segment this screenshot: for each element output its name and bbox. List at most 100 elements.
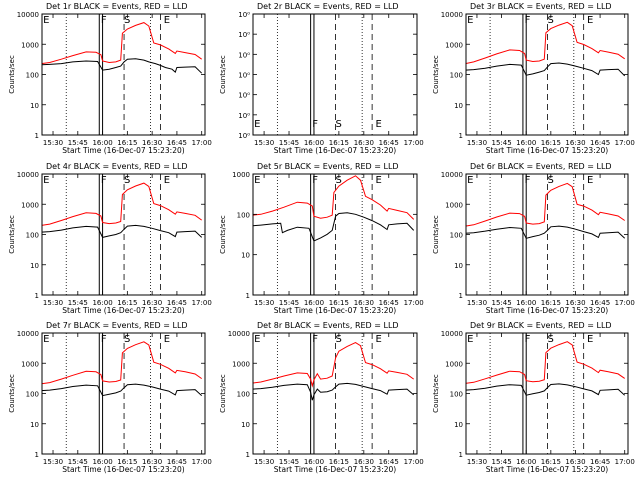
y-tick-label: 10000 [228,330,250,338]
x-axis-label: Start Time (16-Dec-07 15:23:20) [274,146,396,155]
y-tick-label: 10000 [17,11,39,19]
y-axis-label: Counts/sec [219,374,227,413]
events-series-line [252,382,415,401]
y-axis-label: Counts/sec [432,215,440,254]
y-tick-label: 10 [454,421,463,429]
chart-panel-4: 1 10 100 1000 10000 15:30 15:45 16:00 16:15 16:30… [8,162,212,315]
y-tick-label: 1 [459,132,463,140]
y-tick-label: 10 [454,262,463,270]
y-tick-label: 10000 [17,171,39,179]
lld-series-line [465,21,625,65]
x-tick-label: 16:30 [354,139,374,147]
x-tick-label: 15:30 [467,139,487,147]
y-tick-label: 10000 [441,330,463,338]
segment-letter: F [101,334,107,345]
y-tick-label: 1 [246,451,250,459]
segment-letter: E [164,15,170,26]
y-tick-label: 10000 [441,171,463,179]
y-tick-label: 10⁰ [238,92,250,100]
x-tick-label: 16:00 [516,458,536,466]
x-tick-label: 15:45 [68,299,88,307]
x-tick-label: 17:00 [192,139,212,147]
y-tick-label: 10 [30,262,39,270]
segment-letter: F [312,119,318,130]
x-tick-label: 15:45 [68,458,88,466]
y-tick-label: 10000 [441,11,463,19]
y-tick-label: 10 [30,421,39,429]
x-tick-label: 16:30 [142,139,162,147]
segment-letter: S [548,15,554,26]
x-tick-label: 17:00 [404,299,424,307]
x-tick-label: 16:15 [117,299,137,307]
events-series-line [465,62,626,77]
x-tick-label: 15:30 [43,299,63,307]
x-tick-label: 16:15 [541,139,561,147]
events-series-line [252,212,415,242]
chart-panel-5: 1 10 100 1000 15:30 15:45 16:00 16:15 16:30 16:45… [219,162,424,315]
y-tick-label: 1000 [21,360,39,368]
y-tick-label: 10⁰ [238,112,250,120]
x-tick-label: 16:30 [142,458,162,466]
x-axis-label: Start Time (16-Dec-07 15:23:20) [486,306,608,315]
segment-letter: E [375,119,381,130]
x-tick-label: 16:15 [329,139,349,147]
x-tick-label: 15:30 [254,299,274,307]
y-tick-label: 1 [35,451,39,459]
chart-title: Det 1r BLACK = Events, RED = LLD [46,2,188,11]
x-tick-label: 15:45 [491,299,511,307]
y-tick-label: 1000 [445,201,463,209]
events-series-line [41,224,203,238]
lld-series-line [465,341,625,384]
x-tick-label: 16:45 [379,299,399,307]
segment-letter: F [101,175,107,186]
y-tick-label: 1 [35,132,39,140]
x-tick-label: 15:45 [279,458,299,466]
segment-letter: E [467,175,473,186]
x-tick-label: 15:30 [467,458,487,466]
segment-letter: E [587,15,593,26]
y-tick-label: 100 [237,211,250,219]
y-tick-label: 10 [241,252,250,260]
y-tick-label: 100 [450,391,463,399]
x-tick-label: 16:45 [167,299,187,307]
lld-series-line [41,341,202,385]
y-axis-label: Counts/sec [8,215,16,254]
segment-letter: S [336,119,342,130]
lld-series-line [465,182,625,227]
x-tick-label: 16:15 [329,299,349,307]
lld-series-line [252,342,414,388]
chart-panel-2: 10⁰ 10⁰ 10⁰ 10⁰ 10⁰ 10⁰ 10⁰ 15:30 15:45 16:00 16:1… [219,2,424,155]
segment-letter: E [587,175,593,186]
x-tick-label: 16:15 [117,139,137,147]
x-tick-label: 16:45 [590,299,610,307]
x-tick-label: 16:00 [516,139,536,147]
x-tick-label: 16:00 [516,299,536,307]
x-tick-label: 16:30 [565,299,585,307]
y-tick-label: 10⁰ [238,31,250,39]
x-tick-label: 17:00 [192,458,212,466]
segment-letter: E [43,334,49,345]
events-series-line [465,225,626,239]
x-tick-label: 16:30 [565,458,585,466]
events-series-line [41,58,203,74]
chart-title: Det 4r BLACK = Events, RED = LLD [46,162,188,171]
x-axis-label: Start Time (16-Dec-07 15:23:20) [274,465,396,474]
x-tick-label: 16:30 [354,299,374,307]
y-tick-label: 1000 [21,41,39,49]
segment-letter: E [43,15,49,26]
y-tick-label: 100 [450,232,463,240]
x-axis-label: Start Time (16-Dec-07 15:23:20) [486,465,608,474]
x-tick-label: 15:45 [68,139,88,147]
segment-letter: F [525,334,531,345]
x-tick-label: 16:45 [590,139,610,147]
segment-letter: E [43,175,49,186]
x-tick-label: 17:00 [615,299,635,307]
x-tick-label: 16:15 [541,458,561,466]
segment-letter: S [124,334,130,345]
segment-letter: F [525,15,531,26]
y-tick-label: 10000 [17,330,39,338]
segment-letter: S [548,334,554,345]
segment-letter: E [375,175,381,186]
y-tick-label: 100 [26,232,39,240]
segment-letter: S [124,15,130,26]
